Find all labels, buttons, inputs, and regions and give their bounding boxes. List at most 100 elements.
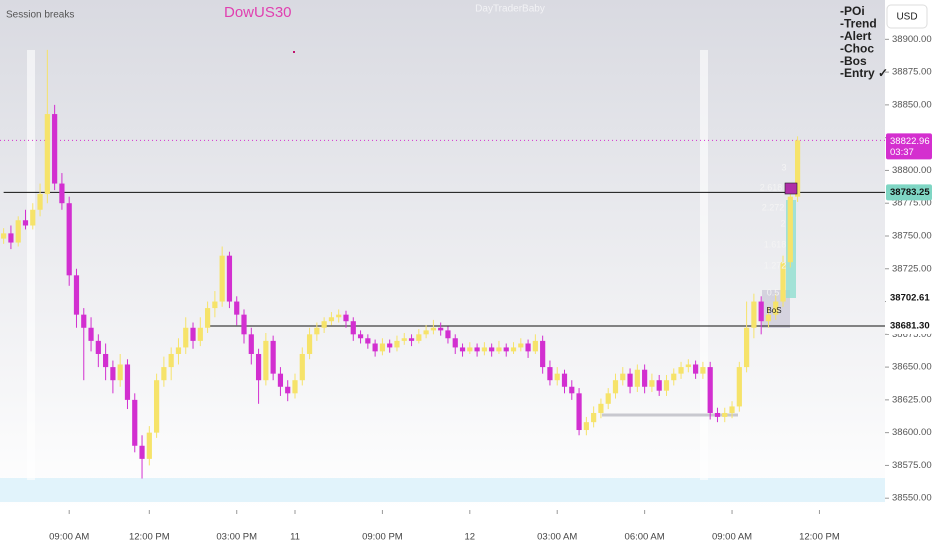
marker bbox=[784, 182, 798, 195]
x-tick-label: 12:00 PM bbox=[799, 532, 840, 543]
annotation: 3 bbox=[781, 162, 786, 172]
candle-body bbox=[204, 308, 211, 328]
candle-body bbox=[365, 338, 371, 344]
candle-body bbox=[15, 220, 21, 243]
y-tick-label: 38575.00 bbox=[892, 460, 932, 471]
candle-body bbox=[547, 367, 553, 381]
candle-body bbox=[430, 327, 436, 331]
price-axis-background bbox=[885, 0, 932, 550]
candle-body bbox=[489, 347, 495, 352]
candle-body bbox=[8, 233, 14, 243]
candle-body bbox=[736, 367, 742, 407]
candle-body bbox=[554, 373, 560, 381]
candle-body bbox=[30, 209, 36, 226]
candle-body bbox=[561, 373, 568, 387]
candle-body bbox=[52, 114, 58, 184]
note: -POi bbox=[840, 4, 865, 18]
candle-body bbox=[350, 321, 356, 335]
x-tick-label: 12:00 PM bbox=[129, 532, 170, 543]
candle-body bbox=[44, 114, 50, 195]
x-tick-label: 03:00 PM bbox=[216, 532, 257, 543]
price-label: 38681.30 bbox=[890, 321, 930, 332]
y-tick-label: 38725.00 bbox=[892, 263, 932, 274]
candle-body bbox=[387, 343, 393, 348]
candle-body bbox=[729, 406, 735, 413]
note: -Entry ✓ bbox=[840, 66, 888, 80]
candle-body bbox=[707, 367, 713, 413]
candle-body bbox=[183, 327, 189, 348]
candle-body bbox=[314, 327, 320, 335]
candle-body bbox=[685, 364, 691, 368]
candle-body bbox=[168, 353, 174, 368]
candle-body bbox=[780, 262, 786, 302]
annotation: 1.618 bbox=[764, 239, 787, 249]
candle-body bbox=[744, 327, 750, 368]
candle-body bbox=[634, 369, 640, 387]
candle-body bbox=[787, 196, 793, 263]
candle-body bbox=[88, 327, 94, 341]
note: -Alert bbox=[840, 29, 871, 43]
candle-body bbox=[518, 343, 524, 348]
candle-body bbox=[255, 353, 262, 381]
candle-body bbox=[722, 412, 728, 417]
annotation: 2.272 bbox=[762, 202, 785, 212]
price-label: 38822.96 bbox=[890, 136, 930, 147]
candle-body bbox=[299, 353, 305, 381]
candle-body bbox=[773, 301, 779, 315]
x-tick-label: 09:00 AM bbox=[49, 532, 89, 543]
x-tick-label: 09:00 AM bbox=[712, 532, 752, 543]
candle-body bbox=[66, 203, 72, 276]
y-tick-label: 38550.00 bbox=[892, 493, 932, 504]
price-sublabel: 03:37 bbox=[890, 147, 914, 158]
candle-body bbox=[438, 327, 444, 331]
y-tick-label: 38675.00 bbox=[892, 329, 932, 340]
candle-body bbox=[321, 321, 327, 328]
candle-body bbox=[277, 373, 284, 387]
price-label-box bbox=[886, 133, 932, 160]
candle-body bbox=[656, 380, 662, 391]
candle-body bbox=[474, 347, 480, 352]
currency-button[interactable] bbox=[886, 4, 928, 29]
candle-body bbox=[612, 380, 619, 394]
candle-body bbox=[219, 255, 225, 302]
x-tick-label: 03:00 AM bbox=[537, 532, 577, 543]
candle-body bbox=[503, 347, 509, 352]
candle-body bbox=[292, 380, 298, 394]
candle-body bbox=[467, 347, 473, 352]
note: -Choc bbox=[840, 41, 874, 55]
candle-body bbox=[336, 314, 342, 318]
candle-body bbox=[758, 301, 764, 322]
candle-body bbox=[263, 340, 269, 381]
candle-body bbox=[394, 340, 400, 348]
candle-body bbox=[154, 380, 160, 433]
note: -Bos bbox=[840, 54, 867, 68]
session-break bbox=[700, 50, 708, 480]
candle-body bbox=[110, 367, 116, 381]
candle-body bbox=[124, 364, 131, 400]
candle-body bbox=[510, 347, 517, 352]
candle-body bbox=[423, 330, 429, 335]
candle-body bbox=[248, 334, 254, 354]
candle-body bbox=[605, 393, 611, 404]
watermark: DayTraderBaby bbox=[475, 4, 545, 15]
candle-body bbox=[372, 343, 378, 352]
candle-body bbox=[73, 275, 80, 315]
candle-body bbox=[496, 347, 502, 352]
time-axis-background bbox=[0, 510, 885, 550]
note: -Trend bbox=[840, 17, 877, 31]
currency[interactable]: USD bbox=[896, 12, 917, 23]
candle-body bbox=[678, 367, 684, 374]
candle-body bbox=[663, 380, 670, 391]
candle-body bbox=[190, 327, 196, 341]
annotation: 2 bbox=[780, 218, 785, 228]
candle-body bbox=[642, 369, 648, 387]
x-tick-label: 06:00 AM bbox=[625, 532, 665, 543]
candle-body bbox=[532, 340, 538, 352]
price-label-box bbox=[886, 318, 932, 335]
candle-body bbox=[270, 340, 276, 374]
candle-body bbox=[627, 373, 633, 387]
candle-body bbox=[765, 314, 772, 322]
chart-title: DowUS30 bbox=[224, 4, 292, 21]
candle-body bbox=[540, 340, 546, 368]
x-tick-label: 12 bbox=[465, 532, 476, 543]
